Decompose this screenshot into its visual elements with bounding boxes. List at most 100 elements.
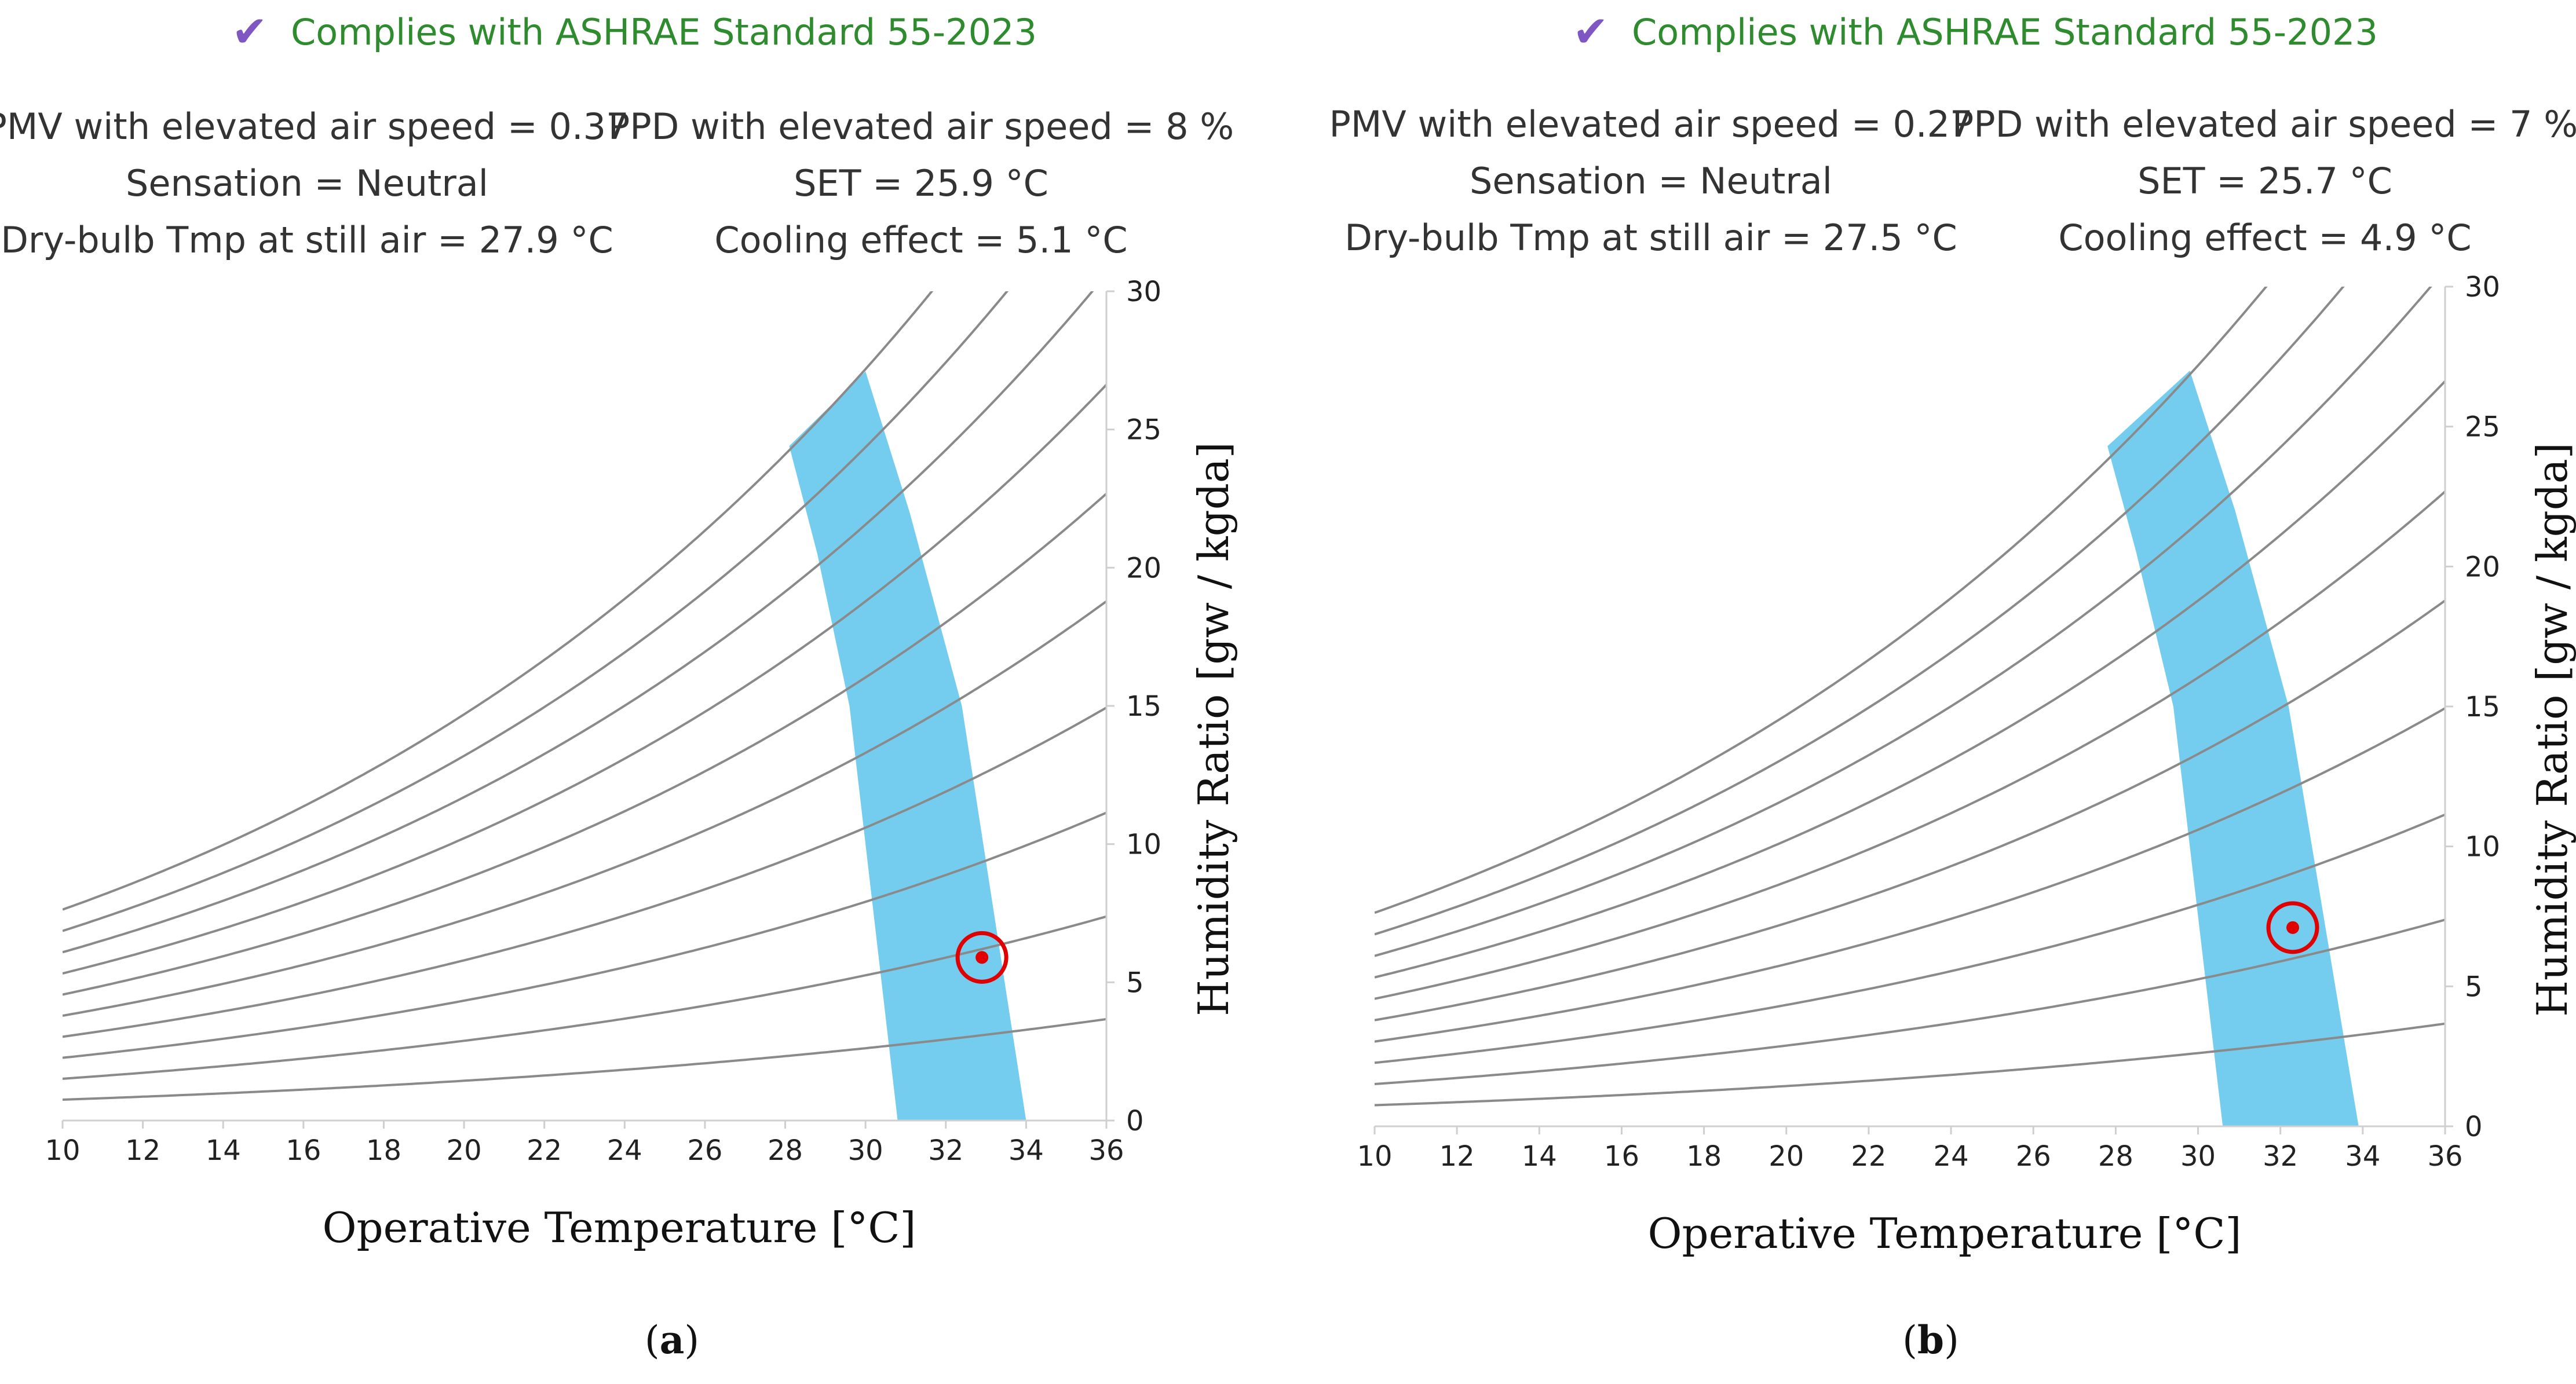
operating-point (975, 951, 989, 964)
y-tick-label: 25 (1126, 414, 1161, 446)
comfort-zone (2107, 371, 2359, 1126)
y-tick-label: 5 (2465, 971, 2483, 1003)
psychrometric-chart-a: 10 12 14 16 18 20 22 24 26 28 30 32 34 360 5 10 15 20 25 30… (45, 276, 1238, 1252)
y-tick-label: 30 (1126, 276, 1161, 308)
x-axis-title: Operative Temperature [°C] (322, 1203, 916, 1252)
rh-curve-40 (1375, 707, 2445, 1043)
x-tick-label: 36 (2427, 1140, 2462, 1173)
rh-curve-70 (1375, 380, 2445, 979)
x-tick-label: 18 (366, 1134, 401, 1167)
cooling-effect-value: Cooling effect = 5.1 °C (714, 219, 1128, 261)
rh-curve-90 (1375, 287, 2345, 936)
rh-curve-100 (63, 291, 934, 911)
rh-curve-20 (1375, 918, 2445, 1085)
y-axis-title: Humidity Ratio [gw / kgda] (2528, 442, 2576, 1017)
x-tick-label: 22 (527, 1134, 562, 1167)
x-tick-label: 26 (2016, 1140, 2051, 1173)
y-tick-label: 0 (1126, 1105, 1144, 1137)
results-info-a: ✔ Complies with ASHRAE Standard 55-2023 … (0, 0, 1288, 301)
cooling-effect-value: Cooling effect = 4.9 °C (2058, 217, 2472, 259)
rh-curve-60 (1375, 490, 2445, 1000)
panel-b: ✔ Complies with ASHRAE Standard 55-2023 … (1288, 0, 2576, 1384)
rh-curves (63, 291, 1106, 1101)
rh-curve-30 (1375, 813, 2445, 1064)
rh-curve-50 (63, 600, 1106, 1017)
rh-curve-10 (1375, 1022, 2445, 1107)
compliance-text: Complies with ASHRAE Standard 55-2023 (1632, 10, 2378, 53)
x-tick-label: 28 (2098, 1140, 2133, 1173)
x-tick-label: 32 (2263, 1140, 2298, 1173)
compliance-text: Complies with ASHRAE Standard 55-2023 (291, 10, 1037, 53)
rh-curve-10 (63, 1017, 1106, 1101)
x-tick-label: 16 (1604, 1140, 1639, 1173)
checkmark-icon: ✔ (232, 7, 268, 57)
pmv-value: PMV with elevated air speed = 0.27 (1329, 103, 1973, 145)
rh-curves (1375, 287, 2445, 1107)
rh-curve-80 (63, 291, 1094, 954)
pmv-value: PMV with elevated air speed = 0.37 (0, 105, 629, 148)
x-axis-title: Operative Temperature [°C] (1647, 1209, 2241, 1258)
sensation-value: Sensation = Neutral (1469, 160, 1833, 202)
rh-curve-90 (63, 291, 1009, 932)
checkmark-icon: ✔ (1573, 7, 1609, 57)
x-tick-label: 34 (1009, 1134, 1044, 1167)
ppd-value: PPD with elevated air speed = 8 % (608, 105, 1234, 148)
rh-curve-50 (1375, 599, 2445, 1021)
x-tick-label: 30 (848, 1134, 883, 1167)
y-tick-label: 15 (2465, 691, 2500, 723)
dry-bulb-value: Dry-bulb Tmp at still air = 27.5 °C (1344, 217, 1957, 259)
y-tick-label: 5 (1126, 966, 1144, 999)
operating-point-ring (955, 931, 1009, 984)
dry-bulb-value: Dry-bulb Tmp at still air = 27.9 °C (1, 219, 613, 261)
rh-curve-100 (1375, 287, 2268, 914)
x-tick-label: 10 (45, 1134, 80, 1167)
caption-a: (a) (644, 1317, 700, 1363)
y-tick-label: 30 (2465, 271, 2500, 303)
x-tick-label: 14 (206, 1134, 241, 1167)
operating-point (2286, 921, 2300, 934)
rh-curve-20 (63, 915, 1106, 1080)
x-tick-label: 16 (286, 1134, 321, 1167)
y-tick-label: 20 (2465, 551, 2500, 583)
y-axis-title: Humidity Ratio [gw / kgda] (1189, 442, 1238, 1016)
x-tick-label: 20 (447, 1134, 482, 1167)
x-tick-label: 30 (2180, 1140, 2216, 1173)
operating-point-ring (2266, 901, 2319, 954)
comfort-zone (789, 371, 1026, 1121)
compliance-status: ✔ Complies with ASHRAE Standard 55-2023 (232, 10, 1037, 53)
ppd-value: PPD with elevated air speed = 7 % (1952, 103, 2576, 145)
x-tick-label: 22 (1851, 1140, 1886, 1173)
y-tick-label: 15 (1126, 690, 1161, 723)
psychrometric-chart-b: 10 12 14 16 18 20 22 24 26 28 30 32 34 360 5 10 15 20 25 30… (1357, 271, 2576, 1258)
caption-b: (b) (1902, 1317, 1959, 1363)
x-tick-label: 28 (768, 1134, 803, 1167)
y-tick-label: 10 (1126, 829, 1161, 861)
x-tick-label: 26 (687, 1134, 722, 1167)
x-tick-label: 34 (2345, 1140, 2380, 1173)
x-tick-label: 32 (928, 1134, 963, 1167)
rh-curve-30 (63, 811, 1106, 1059)
x-tick-label: 12 (1439, 1140, 1475, 1173)
x-tick-label: 18 (1686, 1140, 1722, 1173)
y-tick-label: 20 (1126, 552, 1161, 584)
x-tick-label: 14 (1522, 1140, 1557, 1173)
set-value: SET = 25.9 °C (794, 162, 1048, 204)
x-tick-label: 10 (1357, 1140, 1392, 1173)
y-tick-label: 25 (2465, 411, 2500, 444)
y-tick-label: 0 (2465, 1111, 2483, 1143)
x-tick-label: 12 (125, 1134, 160, 1167)
rh-curve-40 (63, 706, 1106, 1038)
x-tick-label: 24 (607, 1134, 642, 1167)
rh-curve-60 (63, 493, 1106, 996)
rh-curve-80 (1375, 287, 2432, 957)
panel-a: ✔ Complies with ASHRAE Standard 55-2023 … (0, 0, 1288, 1363)
x-tick-label: 24 (1934, 1140, 1969, 1173)
x-tick-label: 20 (1769, 1140, 1804, 1173)
y-tick-label: 10 (2465, 831, 2500, 863)
set-value: SET = 25.7 °C (2137, 160, 2392, 202)
compliance-status: ✔ Complies with ASHRAE Standard 55-2023 (1573, 10, 2378, 53)
rh-curve-70 (63, 383, 1106, 975)
results-info-b: ✔ Complies with ASHRAE Standard 55-2023 … (1288, 0, 2576, 301)
sensation-value: Sensation = Neutral (125, 162, 489, 204)
x-tick-label: 36 (1088, 1134, 1124, 1167)
